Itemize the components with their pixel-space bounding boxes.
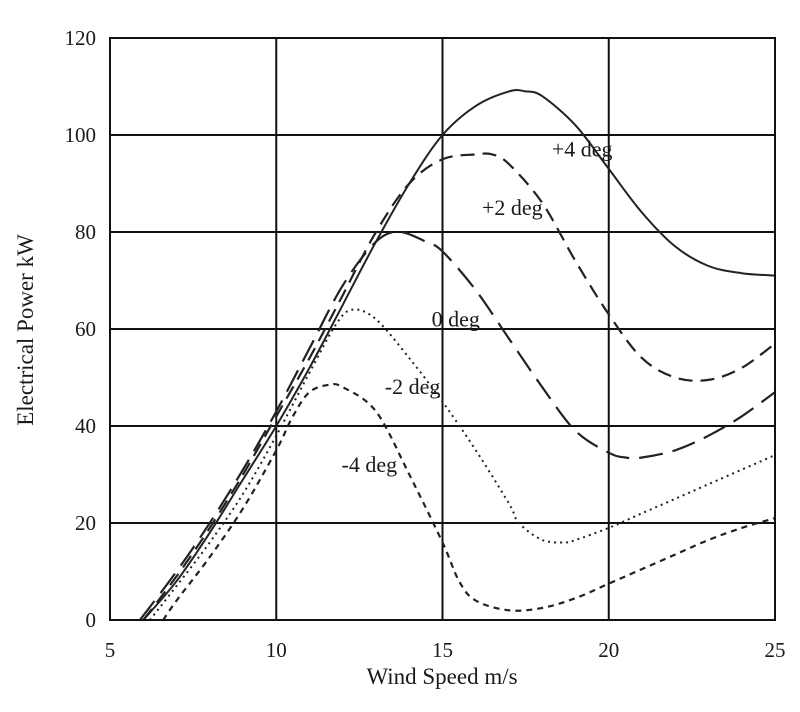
x-tick-label: 10 bbox=[266, 638, 287, 662]
y-tick-label: 20 bbox=[75, 511, 96, 535]
y-tick-label: 100 bbox=[65, 123, 97, 147]
series-annotation: +4 deg bbox=[552, 137, 613, 162]
series-annotation: 0 deg bbox=[432, 306, 480, 331]
x-tick-label: 25 bbox=[765, 638, 786, 662]
series-line-0 bbox=[142, 89, 776, 621]
x-tick-label: 5 bbox=[105, 638, 116, 662]
series-lines bbox=[139, 89, 776, 621]
series-annotation: -4 deg bbox=[342, 452, 398, 477]
x-tick-label: 20 bbox=[598, 638, 619, 662]
series-annotations: +4 deg +2 deg 0 deg -2 deg -4 deg bbox=[342, 137, 613, 477]
y-tick-label: 120 bbox=[65, 26, 97, 50]
x-tick-label: 15 bbox=[432, 638, 453, 662]
y-axis-title: Electrical Power kW bbox=[13, 234, 38, 426]
y-tick-label: 60 bbox=[75, 317, 96, 341]
series-line-1 bbox=[142, 152, 776, 621]
plot-frame bbox=[109, 37, 776, 621]
series-line-2 bbox=[139, 230, 776, 621]
y-tick-label: 40 bbox=[75, 414, 96, 438]
series-line-3 bbox=[149, 308, 776, 621]
x-axis-title: Wind Speed m/s bbox=[366, 664, 517, 689]
series-line-4 bbox=[162, 382, 776, 621]
series-annotation: -2 deg bbox=[385, 374, 441, 399]
y-tick-label: 0 bbox=[86, 608, 97, 632]
tick-labels: 5 10 15 20 25 0 20 40 60 80 100 120 bbox=[65, 26, 786, 662]
series-annotation: +2 deg bbox=[482, 195, 543, 220]
y-tick-label: 80 bbox=[75, 220, 96, 244]
